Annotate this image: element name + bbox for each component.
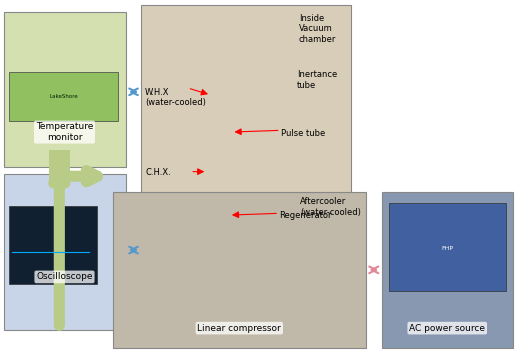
FancyBboxPatch shape: [9, 72, 118, 121]
Text: C.H.X.: C.H.X.: [145, 168, 171, 177]
FancyBboxPatch shape: [389, 203, 505, 291]
Text: W.H.X
(water-cooled): W.H.X (water-cooled): [145, 88, 206, 107]
FancyBboxPatch shape: [9, 206, 97, 284]
Text: LakeShore: LakeShore: [49, 94, 78, 99]
FancyBboxPatch shape: [49, 150, 70, 183]
Text: Regenerator: Regenerator: [279, 211, 332, 220]
Text: Linear compressor: Linear compressor: [198, 324, 281, 333]
Text: Oscilloscope: Oscilloscope: [36, 272, 93, 281]
FancyBboxPatch shape: [4, 174, 125, 330]
Text: Temperature
monitor: Temperature monitor: [36, 122, 93, 142]
FancyBboxPatch shape: [113, 192, 366, 347]
Text: Inertance
tube: Inertance tube: [297, 70, 337, 90]
Text: Pulse tube: Pulse tube: [281, 129, 325, 138]
Text: AC power source: AC power source: [409, 324, 485, 333]
Text: Aftercooler
(water-cooled): Aftercooler (water-cooled): [300, 198, 361, 217]
FancyBboxPatch shape: [141, 5, 350, 332]
Text: Inside
Vacuum
chamber: Inside Vacuum chamber: [299, 14, 336, 43]
FancyBboxPatch shape: [4, 12, 125, 167]
Text: FHP: FHP: [441, 246, 453, 251]
FancyBboxPatch shape: [382, 192, 513, 347]
